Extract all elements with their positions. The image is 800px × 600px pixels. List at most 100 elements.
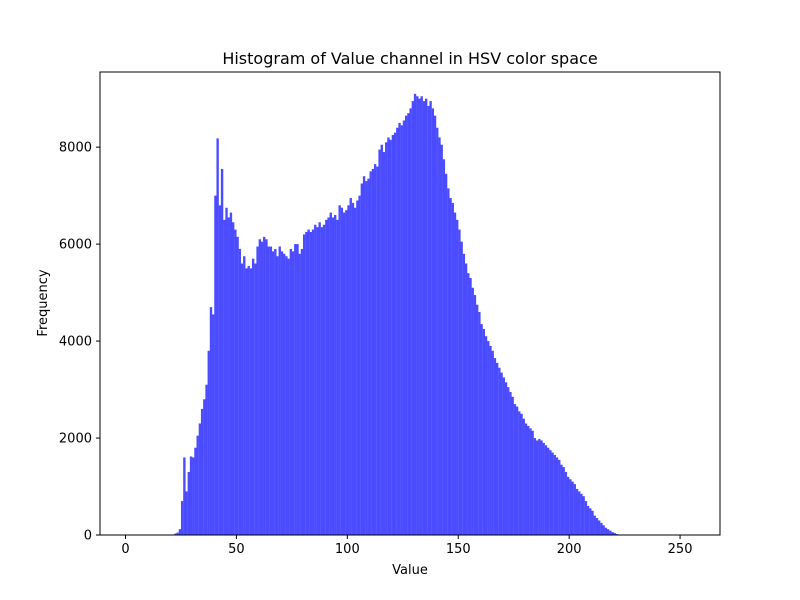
histogram-bar bbox=[593, 515, 596, 535]
histogram-bar bbox=[444, 173, 448, 535]
histogram-bar bbox=[491, 350, 494, 535]
histogram-bar bbox=[433, 115, 437, 535]
histogram-bar bbox=[398, 122, 401, 535]
histogram-bar bbox=[429, 101, 432, 536]
histogram-bar bbox=[422, 101, 426, 536]
histogram-bar bbox=[566, 476, 570, 535]
histogram-bar bbox=[347, 205, 350, 536]
histogram-bar bbox=[538, 439, 541, 535]
histogram-bar bbox=[300, 248, 304, 535]
histogram-bar bbox=[247, 265, 250, 535]
histogram-bar bbox=[535, 440, 539, 535]
histogram-bar bbox=[214, 195, 217, 535]
histogram-bar bbox=[318, 222, 321, 535]
histogram-bar bbox=[475, 304, 479, 535]
histogram-bar bbox=[329, 212, 332, 535]
histogram-bar bbox=[265, 239, 268, 535]
histogram-bar bbox=[367, 178, 370, 536]
histogram-bar bbox=[431, 108, 434, 535]
histogram-bar bbox=[356, 200, 359, 535]
y-tick-label: 6000 bbox=[59, 238, 92, 253]
histogram-bar bbox=[325, 219, 328, 535]
histogram-bar bbox=[342, 212, 346, 535]
histogram-bar bbox=[314, 224, 317, 535]
y-axis-label: Frequency bbox=[36, 269, 51, 336]
histogram-bar bbox=[591, 510, 594, 535]
histogram-bar bbox=[473, 295, 477, 535]
histogram-bar bbox=[469, 278, 472, 535]
histogram-bar bbox=[524, 423, 528, 535]
histogram-bar bbox=[546, 447, 550, 535]
histogram-bar bbox=[271, 251, 275, 535]
histogram-bar bbox=[294, 244, 297, 535]
histogram-bar bbox=[183, 457, 186, 535]
histogram-bar bbox=[316, 227, 319, 535]
histogram-bar bbox=[238, 248, 242, 535]
histogram-bar bbox=[176, 532, 179, 535]
histogram-bar bbox=[542, 442, 545, 535]
histogram-bar bbox=[589, 508, 592, 535]
histogram-bar bbox=[353, 207, 357, 535]
histogram-bar bbox=[263, 236, 266, 535]
histogram-bar bbox=[283, 253, 286, 536]
histogram-bar bbox=[196, 435, 199, 535]
histogram-bar bbox=[471, 287, 474, 535]
histogram-bar bbox=[413, 93, 417, 535]
histogram-bar bbox=[289, 248, 293, 535]
histogram-bar bbox=[487, 341, 490, 535]
histogram-bar bbox=[602, 525, 605, 535]
histogram-bar bbox=[571, 481, 574, 535]
histogram-bar bbox=[553, 455, 556, 535]
histogram-bar bbox=[203, 399, 206, 535]
histogram-bar bbox=[453, 212, 457, 535]
histogram-bar bbox=[604, 527, 608, 535]
chart-title: Histogram of Value channel in HSV color … bbox=[222, 49, 597, 68]
histogram-bar bbox=[549, 450, 552, 535]
histogram-bar bbox=[515, 406, 519, 535]
histogram-bar bbox=[595, 518, 599, 535]
histogram-bar bbox=[409, 108, 412, 535]
histogram-bar bbox=[495, 362, 499, 535]
histogram-bar bbox=[609, 530, 612, 535]
histogram-bar bbox=[298, 253, 301, 536]
histogram-bar bbox=[484, 336, 488, 535]
histogram-bar bbox=[209, 307, 213, 535]
histogram-bar bbox=[600, 522, 603, 535]
histogram-bar bbox=[416, 96, 419, 535]
plot-area-frame bbox=[99, 71, 721, 536]
histogram-bar bbox=[260, 241, 264, 536]
histogram-bar bbox=[527, 425, 530, 535]
histogram-bar bbox=[562, 467, 565, 535]
histogram-bar bbox=[218, 205, 222, 536]
histogram-bar bbox=[418, 98, 421, 536]
histogram-bar bbox=[582, 496, 585, 535]
histogram-bar bbox=[336, 219, 339, 535]
histogram-bar bbox=[380, 144, 383, 535]
histogram-bar bbox=[482, 328, 486, 535]
histogram-bar bbox=[245, 268, 248, 535]
x-tick-label: 250 bbox=[668, 542, 693, 557]
histogram-bar bbox=[498, 367, 501, 535]
histogram-bar bbox=[267, 246, 270, 535]
histogram-bar bbox=[180, 501, 184, 535]
histogram-bar bbox=[369, 171, 372, 535]
histogram-bar bbox=[174, 533, 177, 535]
histogram-bar bbox=[456, 219, 459, 535]
histogram-bar bbox=[391, 135, 395, 535]
histogram-bar bbox=[540, 440, 543, 535]
histogram-bar bbox=[382, 151, 386, 536]
histogram-bar bbox=[438, 137, 441, 535]
histogram-bar bbox=[378, 149, 381, 535]
histogram-bar bbox=[285, 256, 288, 535]
histogram-bar bbox=[296, 244, 299, 535]
histogram-bar bbox=[205, 384, 208, 535]
histogram-bar bbox=[280, 251, 284, 535]
x-tick-label: 200 bbox=[557, 542, 582, 557]
histogram-bar bbox=[362, 176, 366, 535]
histogram-bar bbox=[522, 418, 525, 535]
histogram-bar bbox=[597, 520, 601, 535]
histogram-bar bbox=[513, 404, 517, 535]
histogram-bar bbox=[520, 413, 523, 535]
histogram-bar bbox=[400, 125, 403, 536]
